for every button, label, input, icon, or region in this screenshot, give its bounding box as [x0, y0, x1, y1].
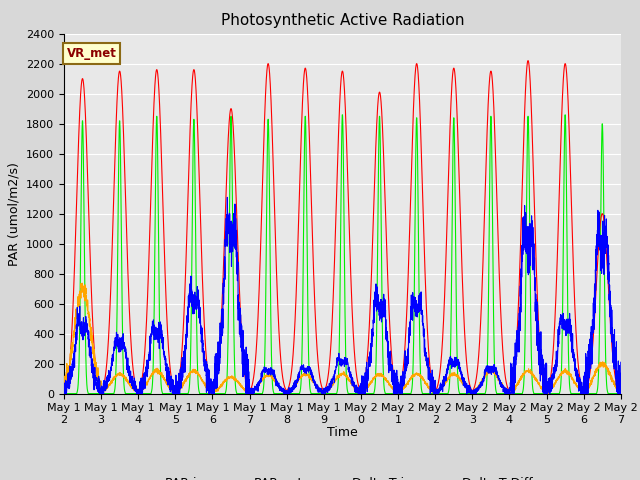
- Text: VR_met: VR_met: [67, 47, 116, 60]
- Title: Photosynthetic Active Radiation: Photosynthetic Active Radiation: [221, 13, 464, 28]
- X-axis label: Time: Time: [327, 426, 358, 439]
- Legend: PAR in, PAR out, Delta-T in, Delta-T Diffuse: PAR in, PAR out, Delta-T in, Delta-T Dif…: [125, 472, 560, 480]
- Y-axis label: PAR (umol/m2/s): PAR (umol/m2/s): [8, 162, 20, 265]
